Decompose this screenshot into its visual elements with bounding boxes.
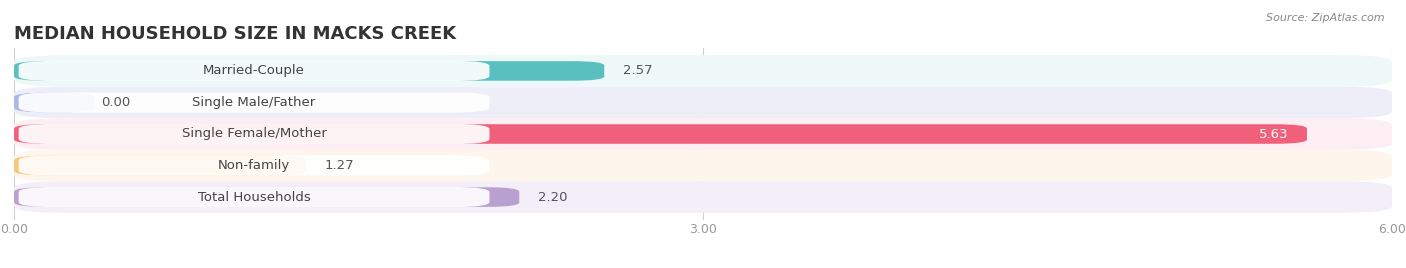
Text: Single Male/Father: Single Male/Father: [193, 96, 316, 109]
FancyBboxPatch shape: [18, 124, 489, 144]
Text: 2.20: 2.20: [537, 191, 567, 204]
FancyBboxPatch shape: [14, 93, 94, 112]
FancyBboxPatch shape: [18, 61, 489, 81]
FancyBboxPatch shape: [14, 156, 305, 175]
FancyBboxPatch shape: [18, 155, 489, 176]
FancyBboxPatch shape: [14, 87, 1392, 118]
Text: Non-family: Non-family: [218, 159, 290, 172]
FancyBboxPatch shape: [14, 55, 1392, 87]
Text: MEDIAN HOUSEHOLD SIZE IN MACKS CREEK: MEDIAN HOUSEHOLD SIZE IN MACKS CREEK: [14, 24, 456, 43]
FancyBboxPatch shape: [14, 181, 1392, 213]
Text: 5.63: 5.63: [1260, 128, 1288, 140]
Text: 1.27: 1.27: [325, 159, 354, 172]
FancyBboxPatch shape: [14, 61, 605, 81]
FancyBboxPatch shape: [14, 118, 1392, 150]
Text: Source: ZipAtlas.com: Source: ZipAtlas.com: [1267, 13, 1385, 23]
FancyBboxPatch shape: [18, 187, 489, 207]
Text: Total Households: Total Households: [198, 191, 311, 204]
FancyBboxPatch shape: [14, 187, 519, 207]
Text: 0.00: 0.00: [101, 96, 131, 109]
FancyBboxPatch shape: [14, 150, 1392, 181]
Text: Married-Couple: Married-Couple: [202, 64, 305, 77]
Text: 2.57: 2.57: [623, 64, 652, 77]
FancyBboxPatch shape: [18, 92, 489, 113]
Text: Single Female/Mother: Single Female/Mother: [181, 128, 326, 140]
FancyBboxPatch shape: [14, 124, 1308, 144]
